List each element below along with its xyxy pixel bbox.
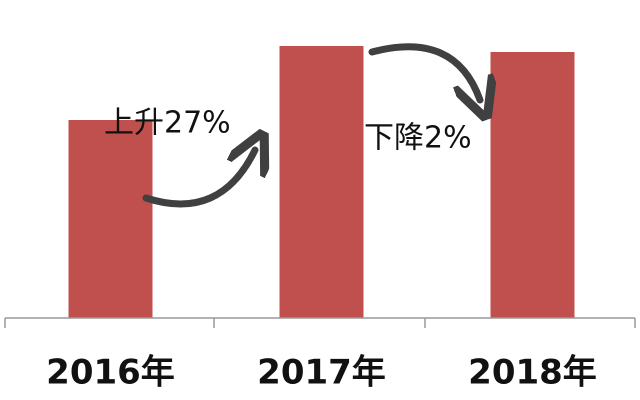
annotation: 上升27% (104, 106, 231, 141)
bar (279, 46, 364, 318)
axis-ticks (4, 318, 636, 328)
annotation: 下降2% (364, 121, 472, 156)
x-tick-label: 2017年 (257, 353, 386, 393)
x-tick-label: 2016年 (46, 353, 175, 393)
bar (490, 52, 575, 318)
x-tick-label: 2018年 (468, 353, 597, 393)
bars (68, 46, 575, 318)
bar (68, 120, 153, 318)
fall-arrow (368, 43, 480, 100)
rise-arrow (142, 150, 255, 208)
